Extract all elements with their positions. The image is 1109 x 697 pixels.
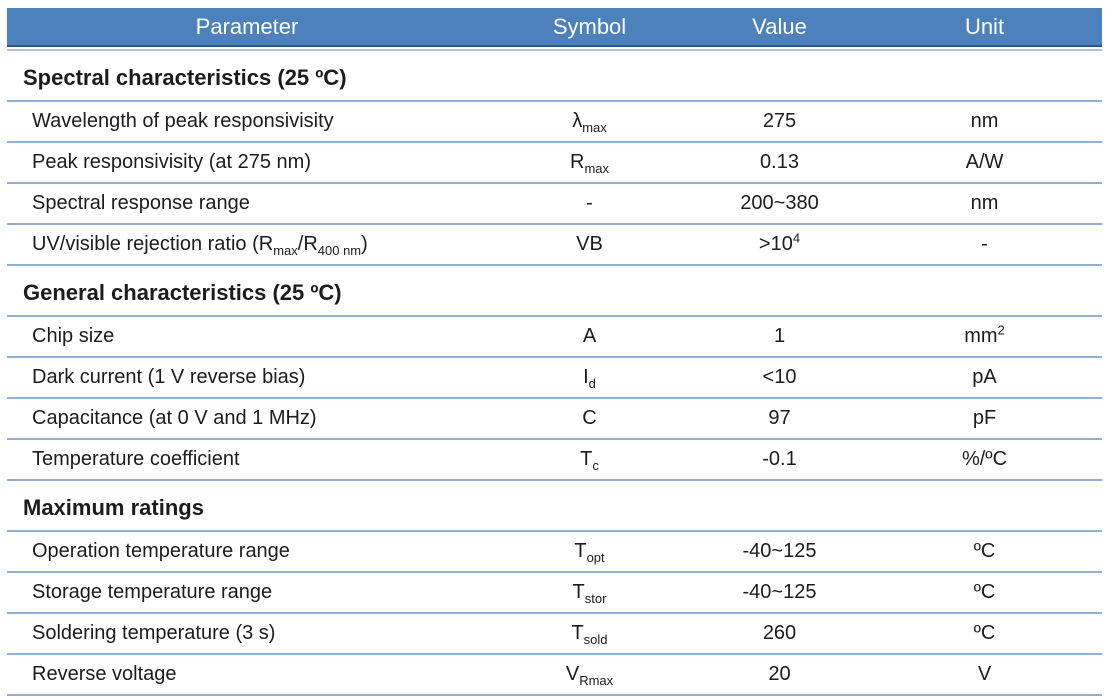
section-rows: Chip size A 1 mm2 Dark current (1 V reverse … (7, 315, 1102, 481)
symbol-cell: VRmax (565, 663, 614, 688)
symbol-cell: Tsold (571, 622, 608, 647)
unit-cell: mm2 (964, 322, 1005, 347)
param-cell: Operation temperature range (32, 540, 290, 562)
table-sections: Spectral characteristics (25 ºC) Waveleng… (7, 51, 1102, 696)
section-rows: Operation temperature range Topt -40~125 ºC… (7, 530, 1102, 696)
table-header-row: Parameter Symbol Value Unit (7, 8, 1102, 47)
unit-cell: A/W (965, 151, 1004, 173)
header-underline-rule (7, 49, 1102, 51)
value-cell: 260 (762, 622, 797, 644)
param-cell: UV/visible rejection ratio (Rmax/R400 nm… (32, 233, 368, 258)
header-unit: Unit (964, 13, 1005, 39)
value-cell: 0.13 (760, 151, 799, 173)
value-cell: 1 (773, 325, 786, 347)
section-heading: General characteristics (25 ºC) (23, 280, 342, 305)
section-rows: Wavelength of peak responsivisity λmax 275… (7, 100, 1102, 266)
unit-cell: pA (972, 366, 997, 388)
unit-cell: V (977, 663, 992, 685)
param-cell: Peak responsivisity (at 275 nm) (32, 151, 312, 173)
table-row: Soldering temperature (3 s) Tsold 260 ºC (7, 612, 1102, 653)
param-cell: Temperature coefficient (32, 448, 240, 470)
symbol-cell: λmax (572, 110, 607, 135)
table-row: Reverse voltage VRmax 20 V (7, 653, 1102, 696)
unit-cell: pF (972, 407, 997, 429)
section-heading: Spectral characteristics (25 ºC) (23, 65, 347, 90)
param-cell: Reverse voltage (32, 663, 177, 685)
value-cell: <10 (762, 366, 797, 388)
param-cell: Storage temperature range (32, 581, 273, 603)
param-cell: Capacitance (at 0 V and 1 MHz) (32, 407, 317, 429)
param-cell: Spectral response range (32, 192, 250, 214)
value-cell: -0.1 (762, 448, 797, 470)
value-cell: 275 (762, 110, 797, 132)
symbol-cell: Tc (580, 448, 599, 473)
table-row: UV/visible rejection ratio (Rmax/R400 nm… (7, 223, 1102, 266)
value-cell: -40~125 (742, 540, 817, 562)
header-value: Value (752, 13, 807, 39)
table-row: Dark current (1 V reverse bias) Id <10 pA (7, 356, 1102, 397)
param-cell: Chip size (32, 325, 115, 347)
unit-cell: nm (970, 110, 999, 132)
param-cell: Soldering temperature (3 s) (32, 622, 276, 644)
header-symbol: Symbol (552, 13, 627, 39)
symbol-cell: Rmax (569, 151, 609, 176)
value-cell: -40~125 (742, 581, 817, 603)
table-row: Wavelength of peak responsivisity λmax 275… (7, 100, 1102, 141)
table-row: Operation temperature range Topt -40~125 ºC (7, 530, 1102, 571)
symbol-cell: C (582, 407, 597, 429)
param-cell: Wavelength of peak responsivisity (32, 110, 334, 132)
symbol-cell: - (586, 192, 593, 214)
section-heading: Maximum ratings (23, 495, 204, 520)
table-row: Chip size A 1 mm2 (7, 315, 1102, 356)
unit-cell: ºC (973, 581, 996, 603)
unit-cell: - (981, 233, 988, 255)
unit-cell: nm (970, 192, 999, 214)
symbol-cell: VB (576, 233, 603, 255)
table-row: Capacitance (at 0 V and 1 MHz) C 97 pF (7, 397, 1102, 438)
table-row: Peak responsivisity (at 275 nm) Rmax 0.13 A… (7, 141, 1102, 182)
table-row: Temperature coefficient Tc -0.1 %/ºC (7, 438, 1102, 481)
value-cell: 20 (768, 663, 791, 685)
value-cell: >104 (758, 230, 801, 255)
header-parameter: Parameter (195, 13, 299, 39)
symbol-cell: Topt (574, 540, 605, 565)
unit-cell: %/ºC (961, 448, 1008, 470)
unit-cell: ºC (973, 622, 996, 644)
symbol-cell: Id (583, 366, 596, 391)
unit-cell: ºC (973, 540, 996, 562)
table-row: Storage temperature range Tstor -40~125 ºC (7, 571, 1102, 612)
param-cell: Dark current (1 V reverse bias) (32, 366, 306, 388)
value-cell: 97 (768, 407, 791, 429)
symbol-cell: A (582, 325, 597, 347)
table-row: Spectral response range - 200~380 nm (7, 182, 1102, 223)
value-cell: 200~380 (740, 192, 819, 214)
symbol-cell: Tstor (572, 581, 607, 606)
